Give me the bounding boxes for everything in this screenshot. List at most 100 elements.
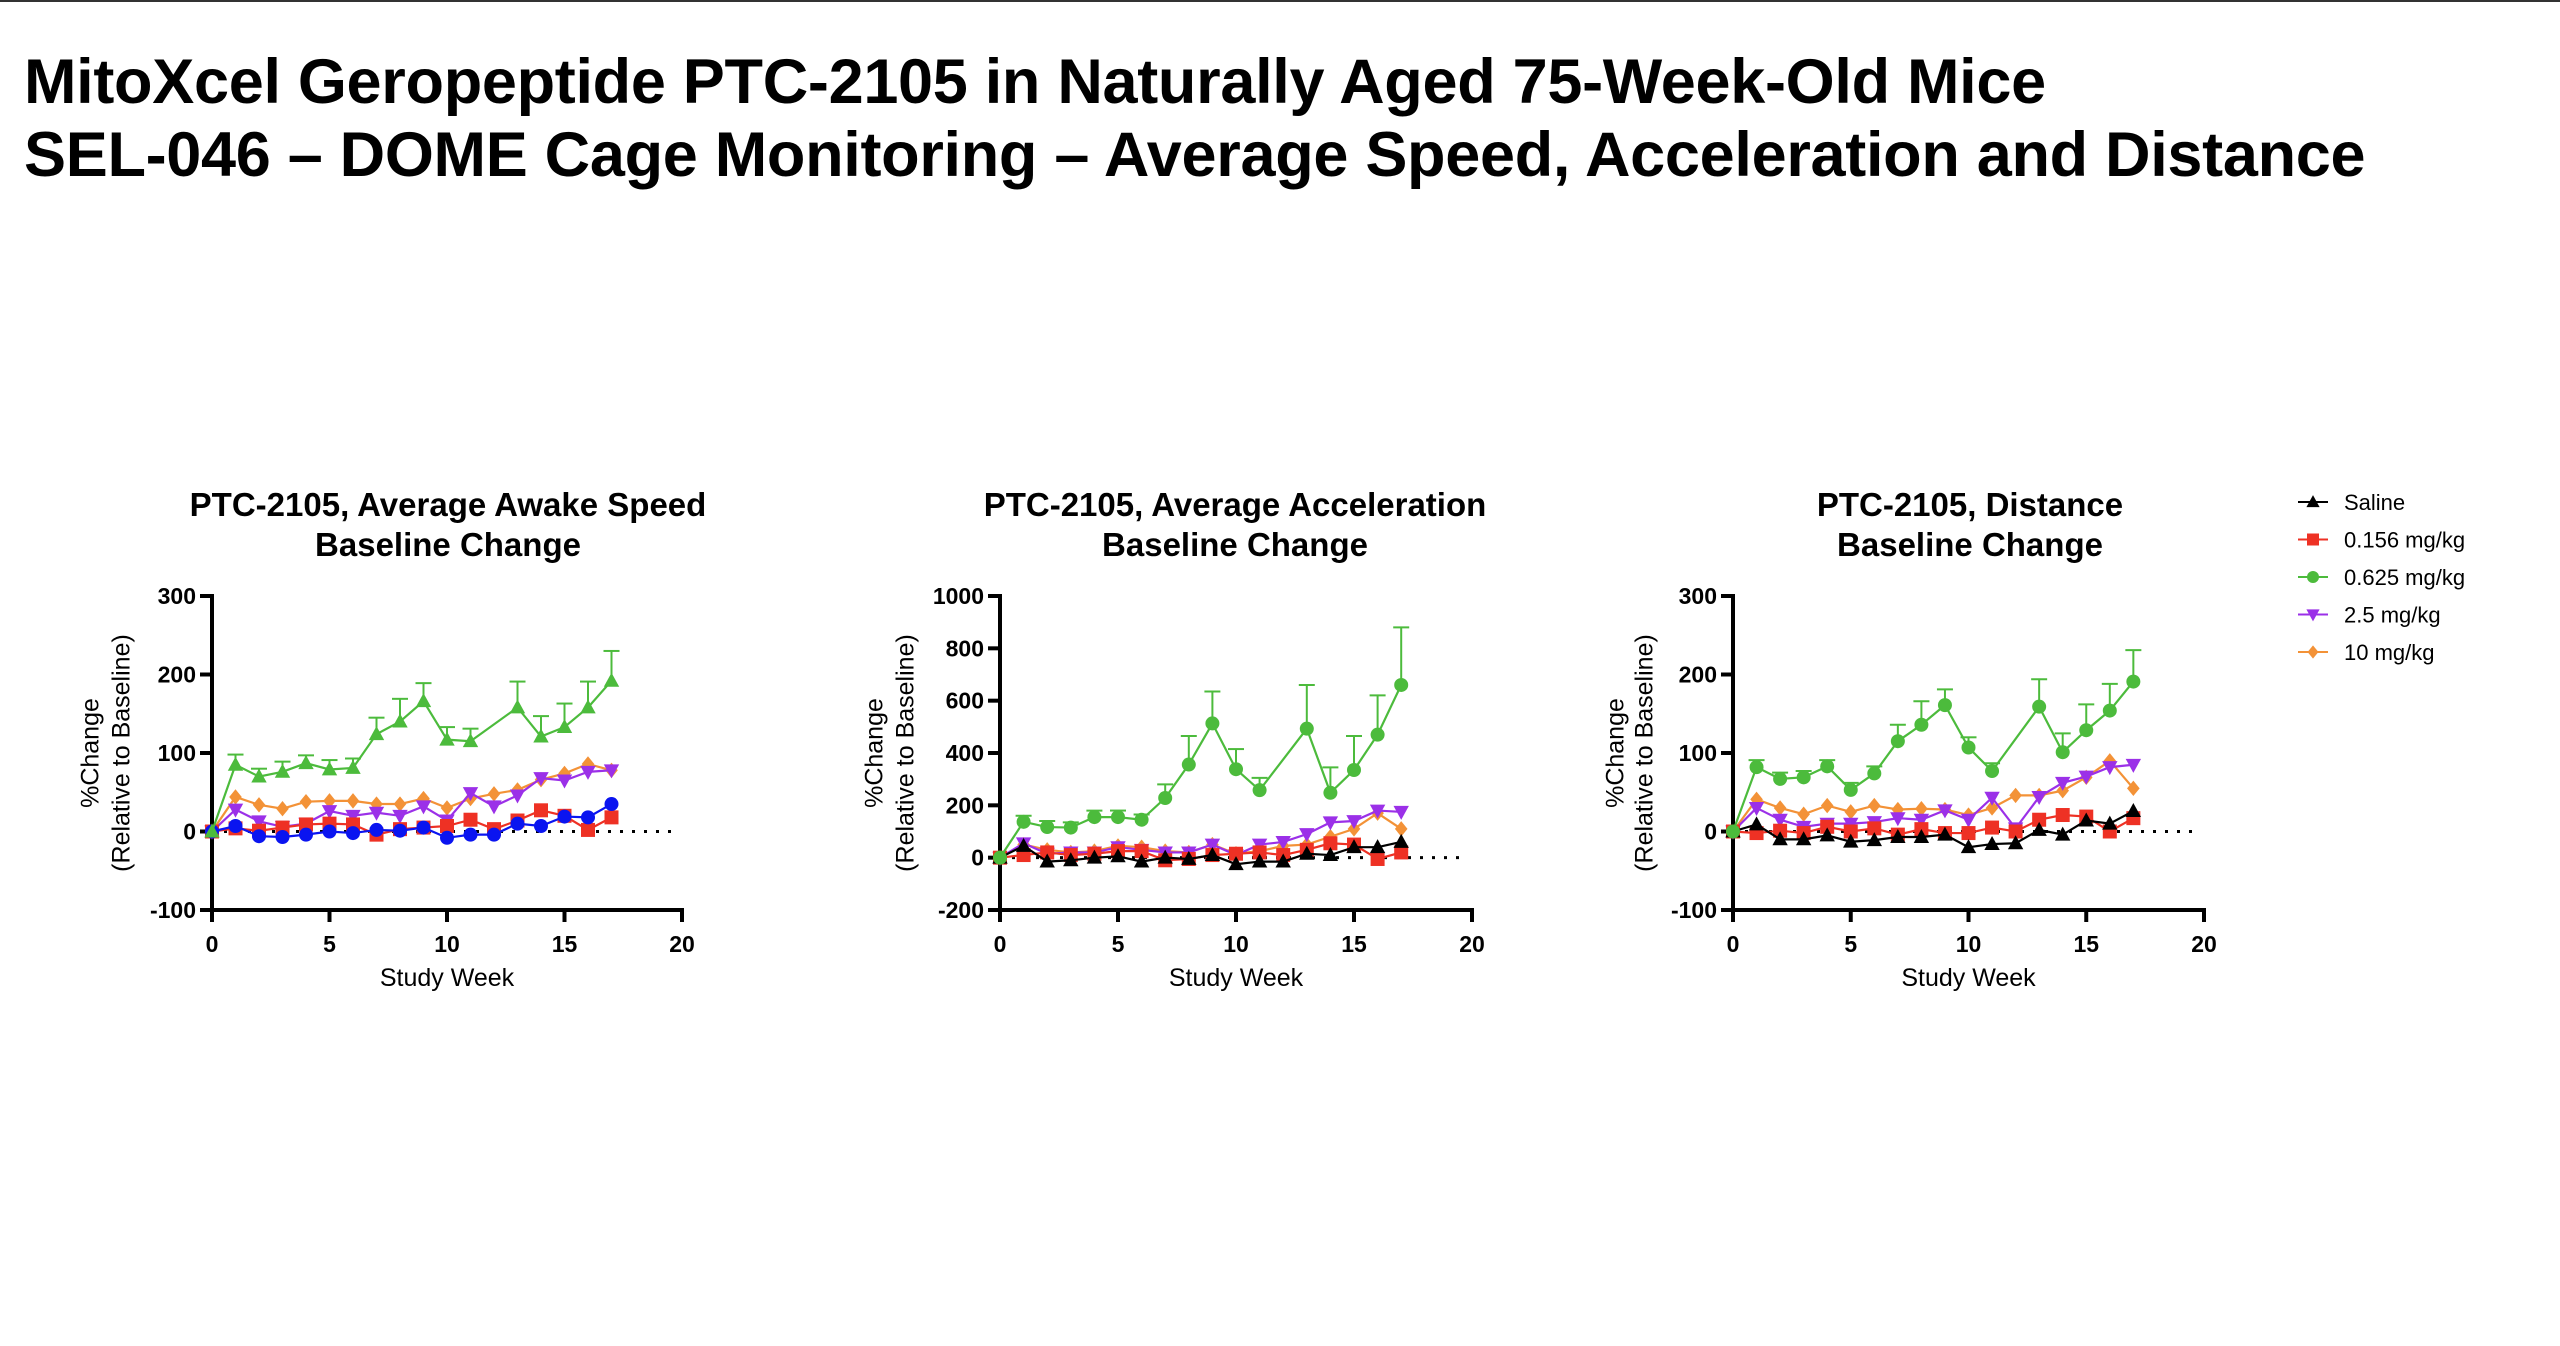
data-point — [2102, 703, 2117, 718]
data-point — [581, 822, 595, 837]
data-point — [416, 820, 431, 835]
data-point — [299, 827, 313, 842]
series-line — [1732, 813, 2134, 836]
data-point — [603, 672, 620, 687]
data-point — [322, 824, 337, 839]
data-point — [1323, 785, 1338, 800]
data-point — [440, 830, 454, 845]
data-point — [487, 827, 501, 842]
data-point — [2031, 791, 2047, 806]
data-point — [1985, 764, 2000, 779]
y-axis-label: %Change — [861, 698, 889, 808]
data-point — [1985, 800, 1999, 816]
chart-title: Baseline Change — [1837, 526, 2103, 563]
x-tick-label: 0 — [1727, 931, 1740, 957]
y-tick-label: 300 — [1679, 583, 1717, 609]
data-point — [1016, 814, 1031, 829]
series-line — [999, 684, 1403, 859]
data-point — [345, 809, 361, 824]
data-point — [1251, 853, 1268, 868]
chart-title: Baseline Change — [315, 526, 581, 563]
data-point — [580, 699, 596, 714]
data-point — [1015, 837, 1032, 852]
data-point — [1299, 845, 1315, 860]
data-point — [1394, 845, 1409, 860]
legend-marker-icon — [2306, 609, 2320, 622]
data-point — [1915, 801, 1928, 817]
data-point — [2102, 815, 2118, 830]
x-tick-label: 15 — [552, 931, 578, 957]
legend-item: 0.156 mg/kg — [2298, 528, 2465, 553]
x-tick-label: 20 — [669, 931, 695, 957]
data-point — [993, 850, 1007, 865]
data-point — [1370, 851, 1385, 866]
y-tick-label: 200 — [158, 662, 196, 688]
data-point — [1322, 847, 1339, 861]
legend-marker-icon — [2307, 533, 2319, 546]
x-tick-label: 15 — [1341, 931, 1367, 957]
data-point — [1039, 853, 1055, 868]
data-point — [1346, 815, 1362, 830]
data-point — [1229, 846, 1243, 861]
legend-label: 0.156 mg/kg — [2344, 528, 2465, 553]
data-point — [1866, 832, 1882, 847]
y-tick-label: 800 — [946, 635, 984, 661]
chart-title: PTC-2105, Distance — [1817, 486, 2123, 523]
data-point — [392, 713, 408, 728]
data-point — [1394, 677, 1409, 692]
data-point — [1960, 839, 1977, 854]
data-point — [393, 823, 407, 838]
data-point — [1820, 797, 1834, 814]
data-point — [1111, 810, 1125, 825]
data-point — [487, 786, 501, 802]
legend-item: 0.625 mg/kg — [2298, 565, 2465, 590]
data-point — [415, 693, 432, 708]
data-point — [1937, 804, 1953, 819]
data-point — [580, 765, 596, 780]
chart-title: PTC-2105, Average Awake Speed — [190, 486, 707, 523]
data-point — [1275, 853, 1291, 868]
data-point — [1110, 848, 1126, 863]
y-tick-label: 1000 — [933, 583, 984, 609]
page-title-line-1: MitoXcel Geropeptide PTC-2105 in Natural… — [24, 47, 2046, 117]
data-point — [463, 812, 478, 827]
data-point — [1797, 806, 1810, 822]
data-point — [1181, 850, 1197, 865]
data-point — [368, 806, 385, 821]
data-point — [440, 800, 454, 816]
data-point — [1134, 844, 1149, 859]
legend-marker-icon — [2307, 571, 2319, 583]
data-point — [2126, 674, 2141, 689]
y-tick-label: 200 — [1679, 662, 1717, 688]
x-tick-label: 5 — [323, 931, 336, 957]
y-tick-label: 300 — [158, 583, 196, 609]
legend-label: 0.625 mg/kg — [2344, 565, 2465, 590]
data-point — [1795, 831, 1812, 846]
data-point — [1819, 827, 1835, 842]
chart-title: Baseline Change — [1102, 526, 1368, 563]
data-point — [463, 827, 478, 842]
data-point — [1843, 782, 1858, 797]
data-point — [1772, 831, 1788, 846]
x-axis-label: Study Week — [1901, 964, 2036, 992]
y-tick-label: 0 — [183, 819, 196, 845]
series-line — [1732, 759, 2135, 833]
data-point — [299, 793, 313, 810]
data-point — [2008, 824, 2023, 839]
legend-item: 10 mg/kg — [2298, 640, 2435, 665]
data-point — [1252, 845, 1267, 860]
series-saline — [992, 833, 1409, 871]
data-point — [1937, 826, 1953, 841]
data-point — [1228, 856, 1244, 871]
y-axis-label: (Relative to Baseline) — [892, 634, 920, 872]
y-tick-label: 100 — [158, 740, 196, 766]
data-point — [1890, 828, 1906, 843]
data-point — [1370, 727, 1385, 742]
data-point — [1844, 804, 1858, 820]
data-point — [1773, 800, 1787, 816]
data-point — [510, 816, 525, 831]
data-point — [1040, 820, 1055, 835]
data-point — [1867, 821, 1882, 836]
data-point — [1868, 797, 1881, 814]
